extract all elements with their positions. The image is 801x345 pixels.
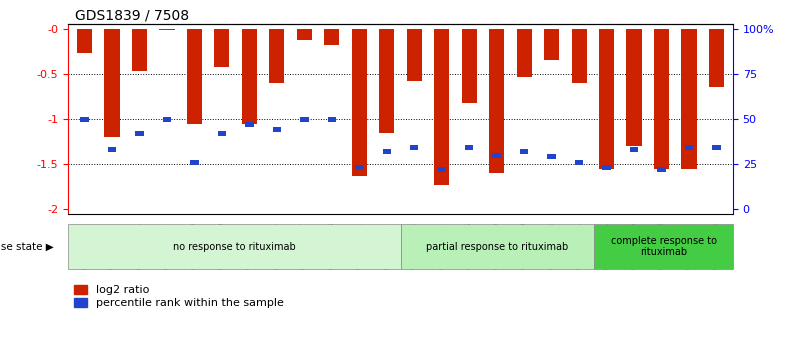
Bar	[379, 29, 394, 132]
Bar	[324, 29, 340, 45]
Bar	[493, 153, 501, 158]
Bar	[572, 29, 586, 83]
Bar	[245, 122, 254, 127]
Bar	[709, 29, 724, 87]
Legend: log2 ratio, percentile rank within the sample: log2 ratio, percentile rank within the s…	[74, 285, 284, 308]
Text: GDS1839 / 7508: GDS1839 / 7508	[74, 9, 189, 23]
Bar	[654, 29, 669, 169]
Bar	[517, 29, 532, 77]
Bar	[163, 117, 171, 121]
Bar	[187, 29, 202, 124]
Bar	[575, 160, 583, 165]
Bar	[547, 155, 556, 159]
Bar	[104, 29, 119, 137]
Bar	[191, 160, 199, 165]
Bar	[108, 147, 116, 152]
Bar	[437, 167, 446, 172]
Bar	[594, 224, 733, 269]
Bar	[407, 29, 422, 81]
Bar	[383, 149, 391, 154]
Text: complete response to
rituximab: complete response to rituximab	[610, 236, 717, 257]
Bar	[352, 29, 367, 176]
Bar	[685, 146, 693, 150]
Bar	[242, 29, 257, 124]
Bar	[272, 127, 281, 132]
Text: disease state ▶: disease state ▶	[0, 242, 54, 252]
Bar	[465, 146, 473, 150]
Bar	[682, 29, 697, 169]
Bar	[135, 131, 143, 136]
Bar	[132, 29, 147, 71]
Bar	[520, 149, 529, 154]
Bar	[80, 117, 89, 121]
Bar	[630, 147, 638, 152]
Bar	[599, 29, 614, 169]
Text: no response to rituximab: no response to rituximab	[173, 242, 296, 252]
Bar	[489, 29, 504, 173]
Bar	[461, 29, 477, 103]
Bar	[544, 29, 559, 60]
Bar	[712, 146, 721, 150]
Bar	[218, 131, 226, 136]
Text: partial response to rituximab: partial response to rituximab	[426, 242, 569, 252]
Bar	[410, 146, 418, 150]
Bar	[626, 29, 642, 146]
Bar	[355, 165, 364, 170]
Bar	[602, 165, 610, 170]
Bar	[269, 29, 284, 83]
Bar	[77, 29, 92, 53]
Bar	[328, 117, 336, 121]
Bar	[434, 29, 449, 185]
Bar	[68, 224, 400, 269]
Bar	[400, 224, 594, 269]
Bar	[159, 29, 175, 30]
Bar	[215, 29, 229, 67]
Bar	[297, 29, 312, 40]
Bar	[658, 167, 666, 172]
Bar	[300, 117, 308, 121]
